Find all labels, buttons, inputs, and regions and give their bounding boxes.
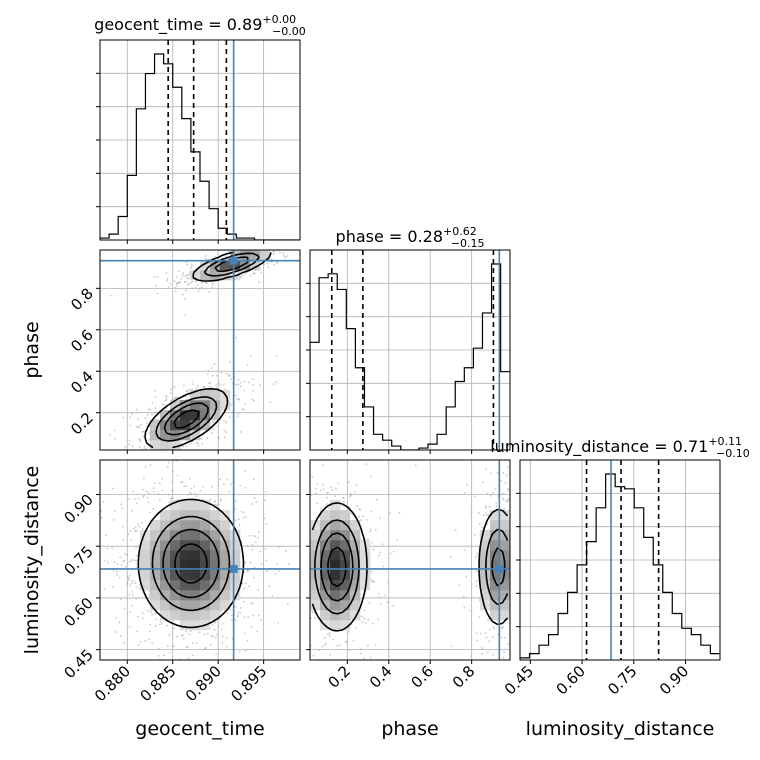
density-geocent-time-vs-phase-contour-3: [173, 409, 200, 429]
title-geocent-time-minus: −0.00: [272, 25, 306, 38]
hist-geocent-time-frame: [99, 39, 301, 241]
density-phase-vs-luminosity-distance-frame: [309, 459, 511, 661]
panel-geocent-time-hist: [96, 39, 301, 244]
density-geocent-time-vs-phase-contour-1: [155, 252, 260, 442]
xtick-label-phase-3: 0.8: [449, 662, 479, 692]
hist-luminosity-distance-frame: [519, 459, 721, 661]
title-luminosity-distance-plus: +0.11: [708, 435, 742, 448]
xtick-label-phase-1: 0.4: [366, 662, 396, 692]
ylabel-luminosity-distance: luminosity_distance: [21, 466, 43, 655]
xtick-label-phase-0: 0.2: [325, 662, 355, 692]
panel-phase-hist: [306, 249, 511, 454]
density-geocent-time-vs-phase-truth-marker: [229, 256, 238, 265]
hist-phase-plot-area: [310, 250, 510, 450]
xtick-label-geocent-time-2: 0.890: [182, 662, 225, 705]
panel-luminosity-distance-hist: 0.45 0.60 0.75 0.90: [501, 459, 721, 698]
density-phase-vs-luminosity-distance-plot-area: [310, 460, 510, 660]
density-geocent-time-vs-luminosity-distance-contour-0: [137, 498, 245, 629]
xlabel-phase: phase: [381, 718, 438, 740]
hist-phase-frame: [309, 249, 511, 451]
density-phase-vs-luminosity-distance-contour-3: [327, 546, 347, 588]
ytick-label-luminosity-distance-1: 0.60: [60, 594, 96, 630]
density-geocent-time-vs-luminosity-distance-contour-3: [174, 543, 208, 584]
xtick-label-geocent-time-1: 0.885: [136, 662, 179, 705]
density-phase-vs-luminosity-distance-truth-marker: [495, 564, 504, 573]
title-phase: phase = 0.28+0.62 −0.15: [336, 225, 485, 250]
title-luminosity-distance: luminosity_distance = 0.71+0.11 −0.10: [490, 435, 750, 460]
hist-geocent-time-steps: [100, 53, 300, 240]
title-geocent-time-main: geocent_time = 0.89: [94, 15, 262, 35]
title-luminosity-distance-minus: −0.10: [716, 447, 750, 460]
hist-phase-steps: [310, 263, 510, 450]
density-geocent-time-vs-luminosity-distance-plot-area: [100, 460, 300, 660]
density-geocent-time-vs-phase-plot-area: [100, 250, 300, 450]
ytick-label-phase-2: 0.6: [67, 326, 97, 356]
panel-phase-vs-luminosity-distance: 0.2 0.4 0.6 0.8: [306, 459, 511, 692]
title-geocent-time: geocent_time = 0.89+0.00 −0.00: [94, 13, 306, 38]
xtick-label-phase-2: 0.6: [407, 662, 437, 692]
hist-geocent-time-plot-area: [100, 40, 300, 240]
xtick-label-luminosity-distance-1: 0.60: [553, 662, 589, 698]
title-phase-minus: −0.15: [451, 237, 485, 250]
density-phase-vs-luminosity-distance-density-cells: [310, 500, 510, 631]
ytick-label-phase-3: 0.8: [67, 284, 97, 314]
ytick-label-phase-0: 0.2: [67, 409, 97, 439]
xtick-label-luminosity-distance-0: 0.45: [501, 662, 537, 698]
panel-geocent-time-vs-luminosity-distance: 0.880 0.885 0.890 0.895 0.45 0.60 0.75 0.90: [60, 459, 301, 705]
title-phase-main: phase = 0.28: [336, 227, 443, 246]
xlabel-luminosity-distance: luminosity_distance: [526, 718, 715, 740]
density-geocent-time-vs-luminosity-distance-frame: [99, 459, 301, 661]
xlabel-geocent-time: geocent_time: [135, 718, 264, 740]
xtick-label-geocent-time-0: 0.880: [91, 662, 134, 705]
density-geocent-time-vs-luminosity-distance-contour-1: [151, 515, 231, 612]
density-geocent-time-vs-luminosity-distance-contour-2: [162, 528, 220, 599]
title-luminosity-distance-main: luminosity_distance = 0.71: [490, 437, 708, 457]
ytick-label-luminosity-distance-0: 0.45: [60, 646, 96, 682]
hist-luminosity-distance-plot-area: [520, 460, 720, 660]
xtick-label-luminosity-distance-3: 0.90: [656, 662, 692, 698]
xtick-label-luminosity-distance-2: 0.75: [604, 662, 640, 698]
density-geocent-time-vs-phase-frame: [99, 249, 301, 451]
title-geocent-time-plus: +0.00: [262, 13, 296, 26]
ytick-label-phase-1: 0.4: [67, 367, 97, 397]
density-geocent-time-vs-luminosity-distance-density-cells: [140, 500, 241, 631]
density-geocent-time-vs-luminosity-distance-contours: [137, 498, 245, 629]
ytick-label-luminosity-distance-3: 0.90: [60, 491, 96, 527]
panel-geocent-time-vs-phase: 0.2 0.4 0.6 0.8: [67, 249, 301, 454]
title-phase-plus: +0.62: [443, 225, 477, 238]
ylabel-phase: phase: [21, 321, 43, 378]
density-geocent-time-vs-luminosity-distance-truth-marker: [229, 564, 238, 573]
xtick-label-geocent-time-3: 0.895: [227, 662, 270, 705]
hist-luminosity-distance-steps: [520, 473, 720, 660]
ytick-label-luminosity-distance-2: 0.75: [60, 542, 96, 578]
